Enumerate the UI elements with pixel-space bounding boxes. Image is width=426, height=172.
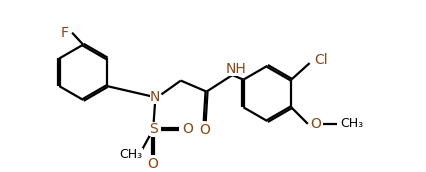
Text: CH₃: CH₃ bbox=[340, 117, 363, 130]
Text: O: O bbox=[310, 117, 321, 131]
Text: O: O bbox=[183, 122, 193, 136]
Text: NH: NH bbox=[226, 62, 246, 76]
Text: O: O bbox=[148, 157, 158, 171]
Text: N: N bbox=[150, 90, 160, 104]
Text: F: F bbox=[61, 26, 69, 40]
Text: CH₃: CH₃ bbox=[119, 148, 143, 161]
Text: O: O bbox=[199, 123, 210, 137]
Text: S: S bbox=[149, 122, 158, 136]
Text: Cl: Cl bbox=[314, 53, 328, 67]
